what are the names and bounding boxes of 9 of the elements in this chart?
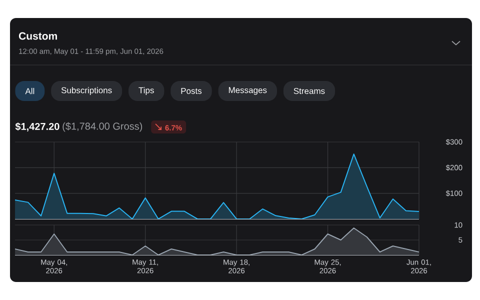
text: Tips: [138, 87, 154, 95]
text: Streams: [294, 88, 325, 94]
text: $1,427.20: [15, 122, 60, 132]
text: ($1,784.00 Gross): [62, 122, 142, 132]
text: Messages: [228, 87, 267, 95]
text: Subscriptions: [61, 87, 112, 95]
text: Posts: [181, 88, 202, 94]
chart-title: Custom: [18, 32, 57, 40]
text: All: [25, 88, 34, 94]
